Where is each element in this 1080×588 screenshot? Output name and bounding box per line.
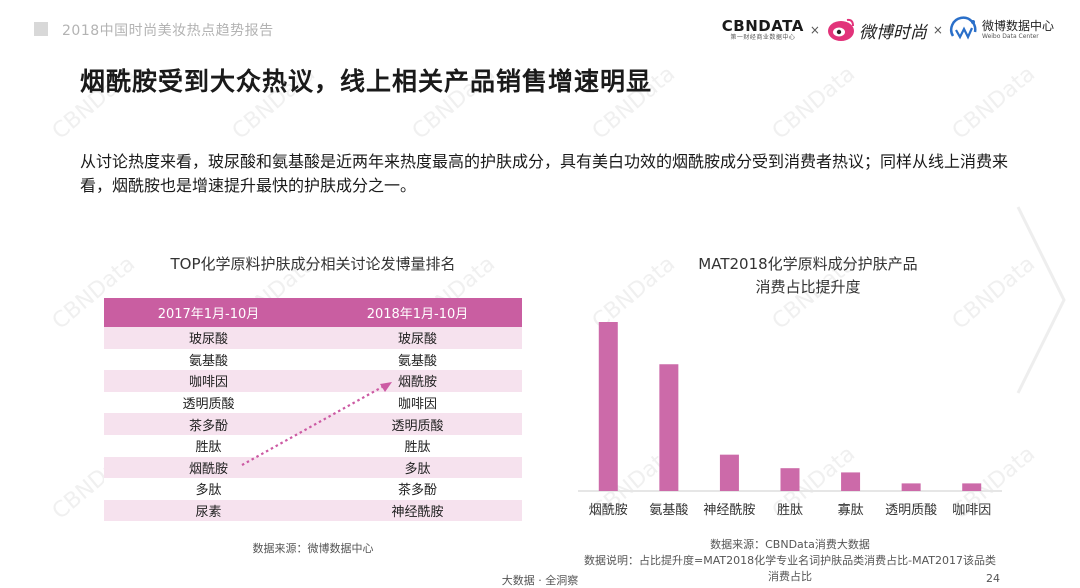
footer-slogan: 大数据 · 全洞察	[501, 574, 579, 587]
table-row: 茶多酚 透明质酸	[104, 413, 522, 435]
table-row: 玻尿酸 玻尿酸	[104, 327, 522, 349]
cbndata-logo-text: CBNDATA	[721, 17, 804, 35]
table-cell-2018: 玻尿酸	[313, 327, 522, 349]
page-number: 24	[986, 572, 1000, 585]
x-tick-label-2: 神经酰胺	[703, 503, 755, 518]
table-cell-2017: 多肽	[104, 478, 313, 500]
x-tick-label-4: 寡肽	[838, 502, 864, 518]
table-row: 透明质酸 咖啡因	[104, 391, 522, 414]
table-cell-2017: 尿素	[104, 499, 313, 522]
table-row: 咖啡因 烟酰胺	[104, 370, 522, 392]
column-header-2018: 2018年1月-10月	[313, 298, 522, 327]
x-tick-label-3: 胜肽	[777, 503, 803, 518]
table-cell-2017: 茶多酚	[104, 413, 313, 435]
weibo-data-logo-text: 微博数据中心	[981, 19, 1054, 33]
chart-title-block: MAT2018化学原料成分护肤产品 消费占比提升度	[600, 253, 1016, 299]
chart-source-line: 数据来源：CBNData消费大数据	[710, 538, 870, 551]
column-header-2017: 2017年1月-10月	[104, 298, 313, 327]
weibo-eye-icon	[827, 18, 854, 41]
cbndata-logo-subtitle: 第一财经商业数据中心	[730, 34, 796, 41]
header-square-marker	[34, 22, 48, 36]
table-row: 烟酰胺 多肽	[104, 456, 522, 479]
cbndata-logo: CBNDATA 第一财经商业数据中心	[722, 18, 804, 42]
weibo-data-icon	[950, 16, 977, 40]
table-cell-2017: 玻尿酸	[104, 327, 313, 349]
table-cell-2018: 烟酰胺	[313, 370, 522, 392]
ranking-table-title: TOP化学原料护肤成分相关讨论发博量排名	[170, 255, 456, 273]
chart-source-line: 消费占比	[768, 570, 812, 583]
table-cell-2018: 茶多酚	[313, 478, 522, 500]
logo-separator: ×	[809, 23, 820, 37]
weibo-fashion-logo: 微博时尚	[826, 17, 927, 43]
table-cell-2018: 神经酰胺	[313, 499, 522, 522]
bar-2	[719, 454, 739, 491]
x-tick-label-6: 咖啡因	[952, 503, 991, 518]
table-cell-2017: 咖啡因	[104, 370, 313, 392]
table-row: 氨基酸 氨基酸	[104, 348, 522, 371]
ranking-table-header-row: 2017年1月-10月 2018年1月-10月	[104, 298, 522, 327]
table-cell-2018: 透明质酸	[313, 413, 522, 435]
watermark-text: CBNData	[948, 62, 1040, 145]
bar-3	[780, 468, 800, 491]
weibo-data-logo-subtitle: Weibo Data Center	[981, 33, 1039, 40]
ranking-table-source: 数据来源：微博数据中心	[252, 542, 374, 555]
bar-4	[841, 472, 861, 491]
x-tick-label-5: 透明质酸	[885, 503, 937, 518]
logo-separator: ×	[932, 23, 943, 37]
chart-subtitle: 消费占比提升度	[755, 278, 861, 296]
x-tick-label-1: 氨基酸	[649, 503, 688, 518]
table-cell-2017: 胜肽	[104, 434, 313, 457]
table-cell-2018: 咖啡因	[313, 391, 522, 414]
slide-headline: 烟酰胺受到大众热议，线上相关产品销售增速明显	[80, 67, 653, 96]
watermark-text: CBNData	[768, 62, 860, 145]
partner-logos: CBNDATA 第一财经商业数据中心 × 微博时尚 × 微博数据中心 Weibo…	[722, 14, 1054, 46]
table-cell-2018: 胜肽	[313, 434, 522, 457]
slide-description: 从讨论热度来看，玻尿酸和氨基酸是近两年来热度最高的护肤成分，具有美白功效的烟酰胺…	[80, 152, 1009, 195]
bar-1	[659, 364, 679, 491]
table-row: 尿素 神经酰胺	[104, 499, 522, 522]
report-title: 2018中国时尚美妆热点趋势报告	[62, 23, 274, 39]
top-bar: 2018中国时尚美妆热点趋势报告 CBNDATA 第一财经商业数据中心 × 微博…	[0, 0, 1080, 56]
table-cell-2017: 烟酰胺	[104, 456, 313, 479]
chart-source-notes: 数据来源：CBNData消费大数据 数据说明：占比提升度=MAT2018化学专业…	[560, 537, 1020, 585]
bar-5	[901, 483, 921, 491]
next-slide-chevron-icon[interactable]	[1016, 205, 1066, 395]
chart-source-line: 数据说明：占比提升度=MAT2018化学专业名词护肤品类消费占比-MAT2017…	[584, 554, 996, 567]
table-cell-2018: 氨基酸	[313, 348, 522, 371]
bar-6	[962, 483, 982, 491]
weibo-data-logo: 微博数据中心 Weibo Data Center	[949, 16, 1054, 44]
table-cell-2018: 多肽	[313, 456, 522, 479]
table-row: 多肽 茶多酚	[104, 478, 522, 500]
x-tick-label-0: 烟酰胺	[589, 503, 628, 518]
ranking-table: 2017年1月-10月 2018年1月-10月 玻尿酸 玻尿酸 氨基酸 氨基酸 …	[104, 298, 522, 522]
weibo-fashion-logo-text: 微博时尚	[858, 22, 927, 43]
chart-title: MAT2018化学原料成分护肤产品	[698, 255, 918, 273]
bar-chart: 烟酰胺 氨基酸 神经酰胺 胜肽 寡肽 透明质酸 咖啡因	[578, 322, 1002, 518]
bar-0	[598, 322, 618, 491]
table-cell-2017: 透明质酸	[104, 391, 313, 414]
table-row: 胜肽 胜肽	[104, 434, 522, 457]
table-cell-2017: 氨基酸	[104, 348, 313, 371]
